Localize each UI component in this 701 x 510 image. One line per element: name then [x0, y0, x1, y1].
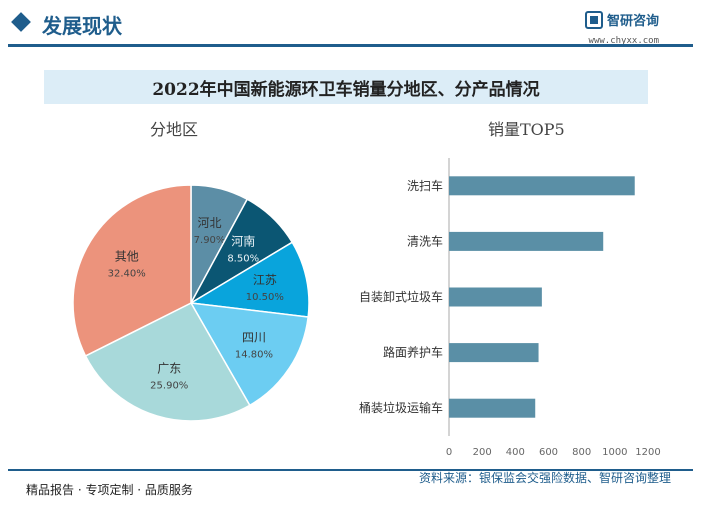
- bar-category-label: 洗扫车: [407, 178, 443, 193]
- footer-tagline: 精品报告 · 专项定制 · 品质服务: [26, 483, 193, 497]
- x-tick-label: 800: [572, 447, 591, 458]
- x-tick-label: 400: [506, 447, 525, 458]
- chart-banner-title: 2022年中国新能源环卫车销量分地区、分产品情况: [44, 70, 648, 104]
- bar-category-label: 路面养护车: [383, 345, 443, 360]
- page-title: 发展现状: [42, 14, 122, 38]
- pie-slice-label: 河南: [231, 233, 255, 248]
- logo-name: 智研咨询: [606, 14, 659, 29]
- x-tick-label: 600: [539, 447, 558, 458]
- pie-slice-label: 其他: [115, 249, 139, 263]
- pie-slice-label: 四川: [242, 331, 266, 345]
- pie-slice-4: [84, 302, 251, 422]
- bar-category-label: 桶装垃圾运输车: [359, 400, 443, 415]
- bar: [449, 287, 542, 307]
- pie-slice-value: 7.90%: [194, 235, 226, 246]
- pie-slice-2: [188, 241, 310, 318]
- bar: [449, 343, 539, 363]
- x-tick-label: 200: [473, 447, 492, 458]
- bar: [449, 231, 604, 251]
- logo-url: www.chyxx.com: [588, 36, 659, 46]
- pie-slice-0: [190, 184, 249, 304]
- pie-slice-3: [189, 302, 309, 407]
- pie-slice-5: [72, 184, 192, 357]
- header-divider: [8, 44, 693, 47]
- bar-category-label: 自装卸式垃圾车: [359, 289, 443, 304]
- logo-icon: [584, 10, 603, 29]
- pie-slice-label: 河北: [198, 216, 222, 230]
- pie-slice-value: 32.40%: [108, 268, 146, 279]
- pie-slice-label: 广东: [157, 361, 181, 375]
- pie-slice-value: 10.50%: [246, 292, 284, 303]
- bar: [449, 176, 635, 196]
- pie-slice-value: 25.90%: [150, 380, 188, 391]
- x-tick-label: 0: [446, 447, 452, 458]
- brand-logo: 智研咨询: [584, 10, 659, 29]
- bar-title: 销量TOP5: [488, 120, 565, 139]
- data-source: 资料来源：银保监会交强险数据、智研咨询整理: [418, 471, 671, 485]
- header-diamond-icon: [11, 12, 31, 32]
- x-tick-label: 1000: [602, 447, 627, 458]
- bar: [449, 398, 536, 418]
- pie-title: 分地区: [150, 120, 199, 139]
- x-tick-label: 1200: [635, 447, 660, 458]
- bar-category-label: 清洗车: [407, 233, 443, 248]
- pie-slice-1: [189, 198, 294, 306]
- pie-slice-value: 14.80%: [235, 350, 273, 361]
- pie-slice-value: 8.50%: [227, 253, 259, 264]
- pie-slice-label: 江苏: [253, 273, 277, 287]
- footer-divider: [8, 469, 693, 471]
